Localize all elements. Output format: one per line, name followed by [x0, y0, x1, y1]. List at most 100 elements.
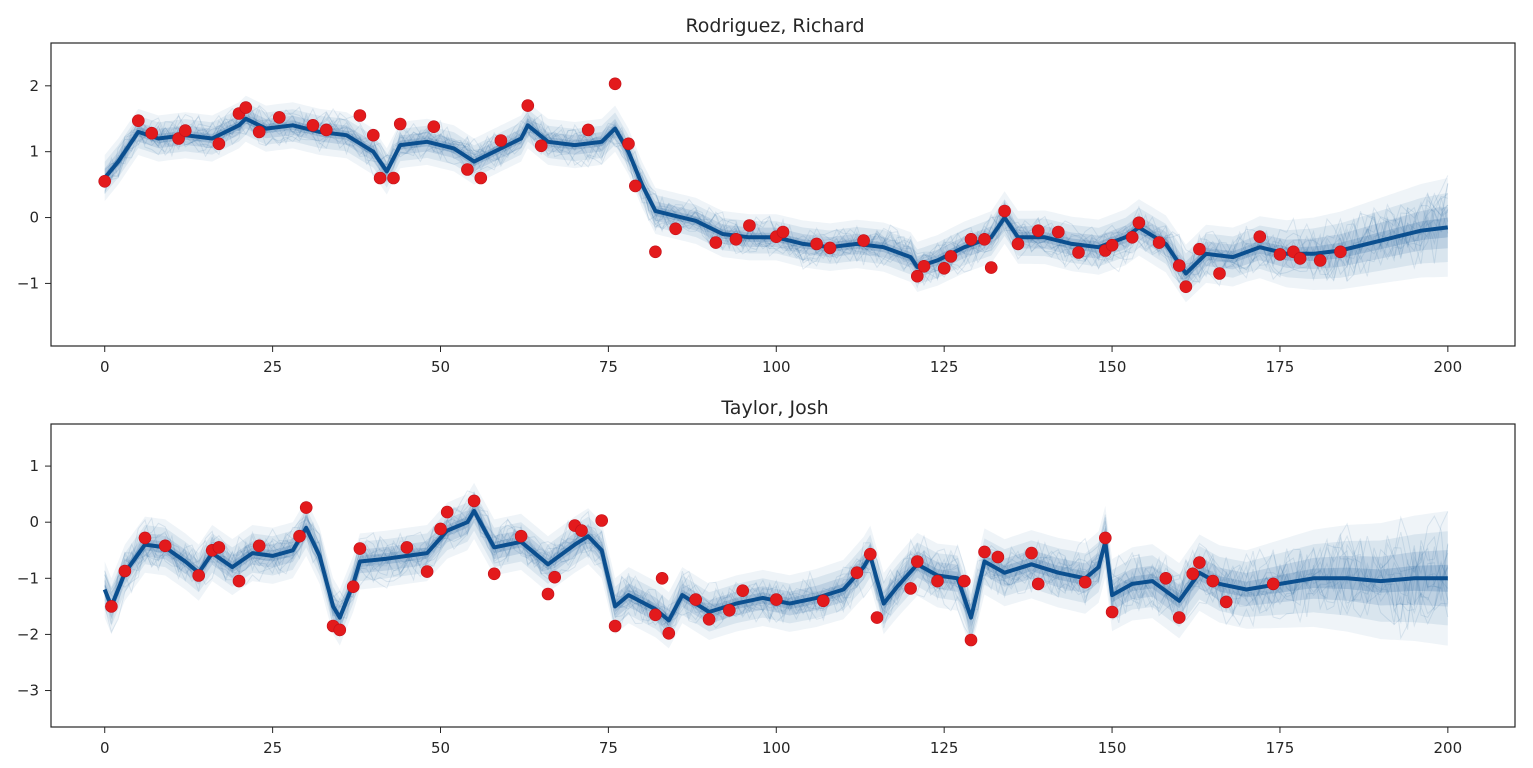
- subplot-rodriguez-richard: Rodriguez, Richard 0 25 50 75 100 125 150 175 20…: [17, 15, 1516, 376]
- axes-frame: [50, 42, 1516, 347]
- chart-title: Rodriguez, Richard: [685, 15, 864, 37]
- observed-point: [212, 541, 226, 554]
- observed-point: [729, 233, 743, 246]
- observed-point: [575, 524, 588, 537]
- observed-point: [608, 619, 622, 633]
- observed-point: [964, 233, 978, 246]
- observed-point: [306, 119, 320, 132]
- x-tick-label: 175: [1266, 358, 1295, 376]
- observed-point: [1179, 280, 1193, 294]
- axes: 0 25 50 75 100 125 150 175 200 −1 0 1 2: [17, 77, 1462, 376]
- observed-point: [400, 541, 414, 554]
- observed-point: [1186, 567, 1199, 581]
- observed-point: [984, 261, 998, 274]
- x-tick-label: 0: [100, 739, 110, 757]
- observed-point: [1273, 248, 1287, 261]
- observed-point: [534, 139, 548, 153]
- observed-point: [1031, 224, 1045, 237]
- observed-point: [1334, 245, 1347, 259]
- observed-point: [655, 571, 669, 585]
- observed-point: [1172, 611, 1186, 624]
- observed-point: [239, 101, 253, 114]
- observed-point: [1132, 216, 1146, 230]
- y-tick-label: −2: [17, 625, 39, 643]
- observed-point: [709, 236, 723, 249]
- x-tick-label: 0: [100, 358, 110, 376]
- observed-point: [595, 514, 609, 527]
- observed-point: [991, 550, 1005, 564]
- observed-point: [1293, 252, 1307, 265]
- chart-title: Taylor, Josh: [720, 397, 828, 419]
- x-tick-label: 200: [1434, 739, 1463, 757]
- observed-point: [1219, 595, 1233, 609]
- observed-point: [816, 594, 830, 608]
- observed-point: [1105, 605, 1119, 619]
- observed-point: [669, 222, 682, 236]
- observed-point: [179, 124, 192, 137]
- observed-point: [863, 547, 877, 561]
- x-tick-label: 25: [263, 358, 282, 376]
- uncertainty-band-3: [104, 114, 1448, 280]
- observed-point: [461, 163, 474, 176]
- observed-point: [158, 539, 172, 553]
- observed-point: [1105, 238, 1119, 252]
- y-tick-label: −1: [17, 569, 39, 587]
- observed-point: [272, 111, 286, 124]
- observed-point: [810, 237, 823, 251]
- x-tick-label: 25: [263, 739, 282, 757]
- x-tick-label: 150: [1098, 358, 1127, 376]
- observed-point: [1266, 577, 1280, 591]
- observed-point: [118, 564, 132, 578]
- observed-point: [1193, 242, 1206, 256]
- observed-point: [689, 593, 703, 606]
- observed-point: [346, 580, 360, 594]
- observed-point: [138, 531, 152, 545]
- observed-point: [850, 566, 864, 580]
- observed-point: [333, 623, 347, 637]
- observed-point: [870, 611, 884, 624]
- observed-point: [1213, 267, 1226, 280]
- observed-point: [393, 117, 407, 131]
- plot-area: [98, 77, 1449, 303]
- axes-frame: [50, 423, 1516, 728]
- y-tick-label: −3: [17, 682, 39, 700]
- x-tick-label: 50: [431, 739, 450, 757]
- observed-point: [823, 241, 837, 255]
- observed-point: [541, 587, 555, 601]
- observed-point: [373, 171, 387, 185]
- x-tick-label: 75: [599, 739, 618, 757]
- posterior-sample-line: [104, 108, 1449, 282]
- observed-point: [440, 505, 454, 519]
- observed-point: [319, 123, 333, 137]
- observed-point: [776, 225, 790, 239]
- x-tick-label: 175: [1266, 739, 1295, 757]
- y-tick-label: 1: [29, 143, 39, 161]
- observed-point: [857, 234, 870, 247]
- observed-point: [978, 233, 991, 246]
- observed-point: [1125, 231, 1139, 244]
- observed-point: [1031, 577, 1045, 591]
- observed-point: [662, 626, 676, 640]
- observed-point: [1025, 546, 1038, 560]
- observed-point: [192, 569, 205, 582]
- observed-point: [1011, 237, 1025, 251]
- x-tick-label: 100: [762, 358, 791, 376]
- observed-point: [1099, 531, 1112, 545]
- observed-point: [514, 529, 528, 543]
- observed-point: [1159, 571, 1173, 585]
- observed-point: [105, 600, 118, 613]
- observed-point: [212, 137, 226, 151]
- observed-point: [293, 529, 306, 543]
- observed-point: [628, 179, 642, 193]
- observed-point: [1072, 246, 1085, 259]
- observed-point: [1152, 236, 1166, 249]
- observed-point: [1193, 556, 1206, 569]
- observed-point: [299, 501, 313, 514]
- observed-point: [608, 77, 622, 91]
- observed-point: [420, 565, 434, 578]
- x-tick-label: 75: [599, 358, 618, 376]
- plot-area: [102, 482, 1449, 651]
- observed-point: [978, 545, 991, 559]
- y-tick-label: 1: [29, 457, 39, 475]
